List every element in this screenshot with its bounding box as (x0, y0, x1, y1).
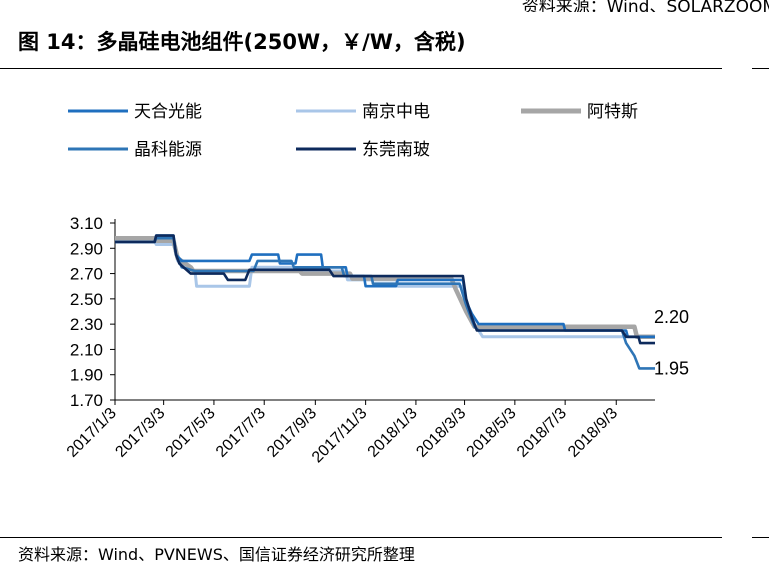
y-tick-label: 1.90 (70, 366, 103, 385)
end-value-label: 2.20 (654, 307, 689, 327)
y-tick-label: 2.50 (70, 290, 103, 309)
x-tick-label: 2018/9/3 (565, 405, 621, 461)
footer-rule-right (752, 537, 769, 538)
y-tick-label: 2.30 (70, 315, 103, 334)
x-tick-label: 2017/1/3 (64, 405, 120, 461)
series-line-3 (115, 236, 655, 370)
figure-title: 图 14：多晶硅电池组件(250W，￥/W，含税) (18, 30, 466, 54)
x-tick-label: 2017/7/3 (213, 405, 269, 461)
x-tick-label: 2018/1/3 (365, 405, 421, 461)
y-tick-label: 2.10 (70, 340, 103, 359)
title-underline (0, 68, 722, 69)
end-value-label: 1.95 (654, 358, 689, 378)
x-tick-label: 2017/11/3 (309, 405, 371, 467)
source-note: 资料来源：Wind、PVNEWS、国信证券经济研究所整理 (18, 545, 415, 564)
top-source-text: 资料来源：Wind、SOLARZOOM (0, 0, 769, 12)
series-line-4 (115, 234, 655, 345)
y-tick-label: 1.70 (70, 391, 103, 410)
top-source-label: 资料来源：Wind、SOLARZOOM (521, 0, 769, 12)
chart-axes: 3.10 2.90 2.70 2.50 2.30 2.10 1.90 1.702017/1/3… (64, 214, 655, 466)
y-tick-label: 2.70 (70, 265, 103, 284)
y-tick-label: 2.90 (70, 239, 103, 258)
legend-label: 阿特斯 (587, 102, 638, 122)
x-tick-label: 2017/5/3 (163, 405, 219, 461)
series-line-1 (115, 237, 655, 339)
title-underline-right (752, 68, 769, 69)
y-tick-label: 3.10 (70, 214, 103, 233)
x-tick-label: 2018/5/3 (464, 405, 520, 461)
x-tick-label: 2018/3/3 (413, 405, 469, 461)
series-line-0 (115, 234, 655, 339)
series-line-2 (115, 235, 655, 340)
x-tick-label: 2017/3/3 (112, 405, 168, 461)
chart-series (115, 234, 655, 370)
chart-annotations: 2.20 1.95 (654, 307, 689, 379)
footer-rule (0, 537, 722, 538)
x-tick-label: 2018/7/3 (514, 405, 570, 461)
legend-label: 晶科能源 (134, 140, 202, 160)
legend-label: 天合光能 (134, 102, 202, 122)
legend-label: 南京中电 (362, 102, 430, 122)
legend-label: 东莞南玻 (362, 140, 430, 160)
